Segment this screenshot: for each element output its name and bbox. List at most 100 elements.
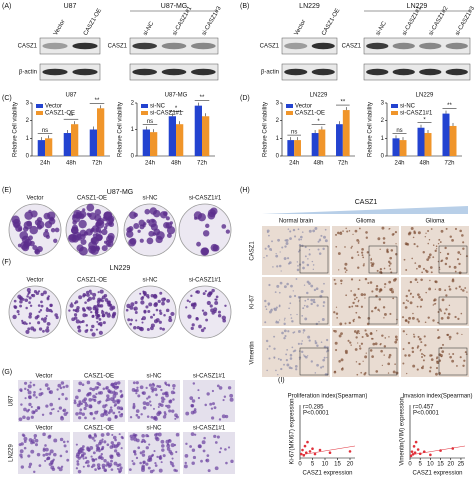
- cell: [147, 458, 151, 463]
- blot-strip: [39, 63, 101, 81]
- colony: [36, 220, 45, 229]
- colony: [130, 318, 133, 322]
- colony: [203, 311, 208, 316]
- colony: [155, 318, 160, 322]
- nucleus: [301, 231, 304, 233]
- colony: [108, 221, 113, 226]
- nucleus: [367, 282, 370, 285]
- cell: [210, 407, 214, 410]
- blot-band: [132, 68, 157, 76]
- x-tick-label: 72h: [197, 161, 207, 167]
- cell: [92, 417, 96, 420]
- nucleus: [405, 299, 408, 301]
- significance: **: [69, 114, 74, 120]
- cell: [114, 391, 118, 396]
- cell: [130, 437, 134, 441]
- colony: [37, 304, 41, 307]
- bar: [442, 113, 450, 156]
- cell: [20, 442, 24, 446]
- cell: [84, 456, 88, 460]
- nucleus: [300, 238, 302, 241]
- cell: [137, 446, 141, 450]
- nucleus: [273, 308, 277, 312]
- nucleus: [287, 257, 290, 260]
- nucleus: [417, 293, 420, 297]
- lane-label: si-NC: [143, 196, 159, 202]
- colony: [39, 309, 43, 312]
- colony: [38, 327, 43, 331]
- nucleus: [383, 354, 385, 356]
- cell: [112, 435, 117, 440]
- nucleus: [459, 253, 462, 256]
- colony: [99, 324, 103, 327]
- nucleus: [355, 336, 358, 339]
- panel-letter: (F): [2, 259, 11, 266]
- cell: [82, 452, 86, 456]
- cell: [190, 410, 195, 415]
- cell: [22, 415, 26, 420]
- cell: [23, 440, 27, 443]
- nucleus: [344, 246, 346, 248]
- nucleus: [370, 261, 373, 264]
- nucleus: [378, 290, 381, 293]
- colony: [90, 328, 93, 332]
- nucleus: [265, 339, 269, 343]
- colony: [224, 304, 227, 308]
- nucleus: [268, 345, 271, 348]
- cell: [148, 383, 153, 387]
- colony: [53, 238, 58, 243]
- nucleus: [311, 260, 314, 263]
- colony: [146, 237, 154, 245]
- colony: [139, 292, 142, 295]
- nucleus: [377, 237, 381, 241]
- nucleus: [296, 268, 300, 272]
- column-label: CASZ1-OE: [84, 426, 114, 432]
- nucleus: [348, 321, 352, 325]
- colony: [78, 295, 83, 300]
- cell: [93, 433, 97, 436]
- nucleus: [337, 231, 340, 235]
- cell: [75, 395, 79, 400]
- colony: [76, 212, 83, 219]
- bar: [97, 108, 105, 156]
- colony: [214, 300, 219, 305]
- nucleus: [345, 269, 348, 272]
- cell: [41, 413, 45, 417]
- colony: [91, 332, 96, 337]
- nucleus: [446, 316, 450, 320]
- cell: [218, 386, 223, 390]
- bar: [392, 138, 400, 156]
- nucleus: [422, 359, 425, 362]
- cell: [89, 445, 94, 450]
- inset: [368, 245, 398, 274]
- cell: [135, 381, 139, 385]
- nucleus: [340, 367, 344, 371]
- cell: [87, 448, 91, 452]
- cell: [105, 386, 109, 390]
- nucleus: [284, 334, 287, 338]
- column-label: si-CASZ1#1: [193, 374, 226, 380]
- cell: [152, 416, 157, 420]
- nucleus: [402, 348, 405, 351]
- nucleus: [304, 317, 308, 321]
- transwell-image: [18, 380, 70, 422]
- cell: [48, 434, 52, 438]
- nucleus: [292, 350, 295, 353]
- colony: [101, 299, 104, 303]
- cell: [20, 465, 25, 469]
- colony: [82, 294, 86, 298]
- colony: [98, 330, 103, 335]
- cell: [96, 446, 100, 451]
- nucleus: [291, 346, 294, 349]
- cell: [113, 390, 116, 393]
- nucleus: [377, 308, 380, 311]
- nucleus: [343, 267, 347, 270]
- cell: [141, 434, 145, 438]
- significance: *: [175, 106, 178, 112]
- colony: [82, 308, 86, 312]
- cell: [106, 394, 110, 398]
- nucleus: [439, 241, 442, 243]
- nucleus: [339, 231, 343, 235]
- nucleus: [347, 339, 350, 342]
- colony: [45, 314, 48, 318]
